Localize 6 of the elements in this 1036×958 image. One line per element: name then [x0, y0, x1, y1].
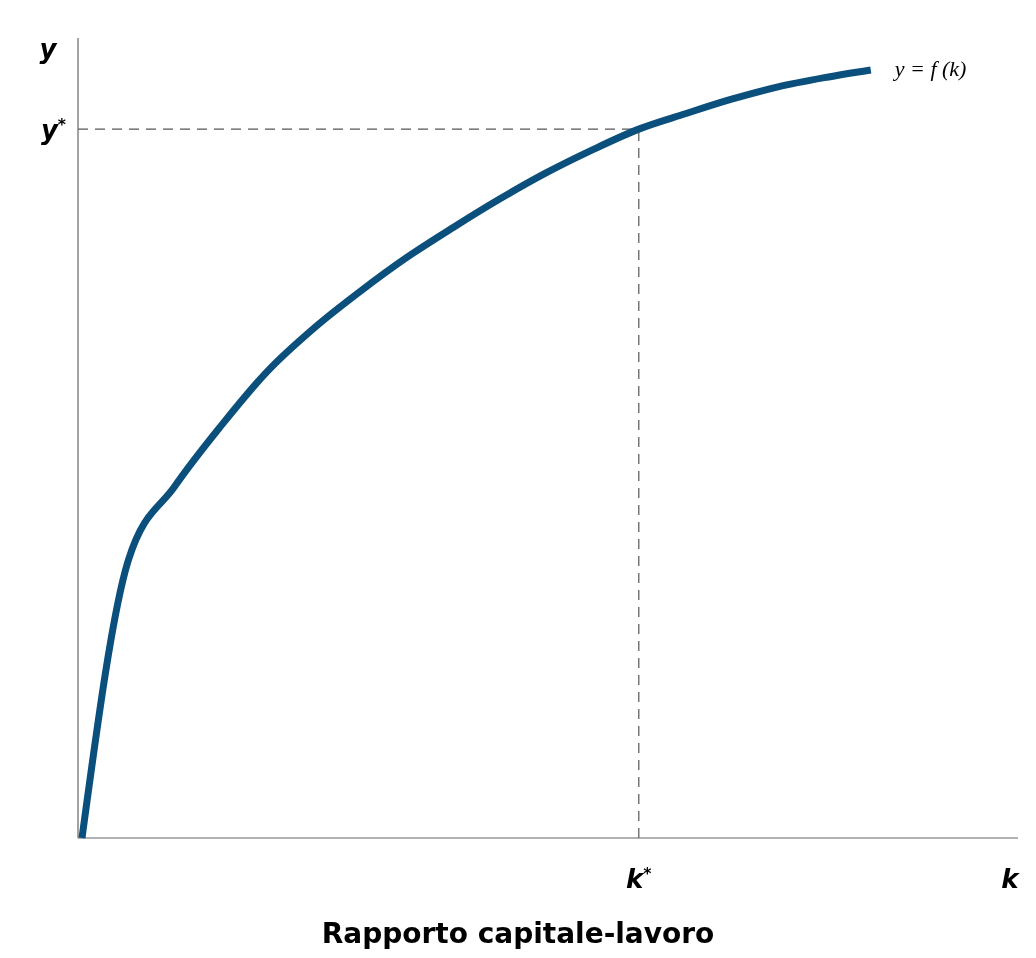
- x-axis-title: Rapporto capitale-lavoro: [321, 917, 715, 950]
- series-label: y = f (k): [892, 56, 967, 81]
- ref-line-label: y$^{*}$: [40, 115, 66, 146]
- y-axis-title: y: [39, 34, 58, 64]
- x-tick-label: k: [1001, 864, 1021, 894]
- x-tick-label: k$^{*}$: [626, 864, 652, 894]
